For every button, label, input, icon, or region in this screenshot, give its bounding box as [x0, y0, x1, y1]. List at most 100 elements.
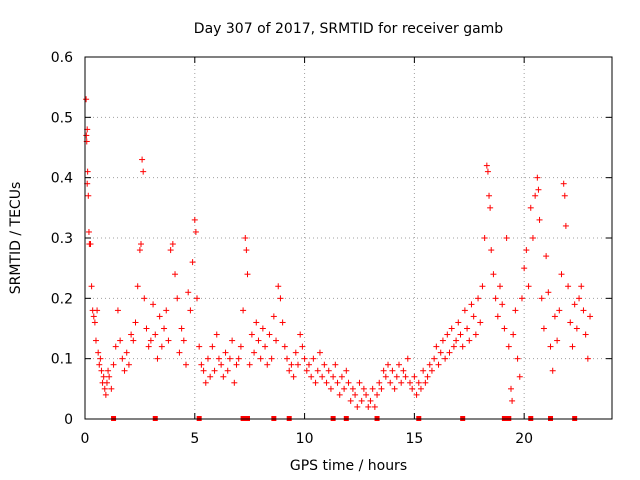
- data-point: [128, 331, 135, 338]
- data-point: [257, 355, 264, 362]
- data-point: [277, 295, 284, 302]
- data-point: [554, 337, 561, 344]
- data-point: [334, 379, 341, 386]
- data-point: [98, 367, 105, 374]
- grid: [85, 57, 612, 419]
- data-point: [413, 391, 420, 398]
- data-point: [411, 373, 418, 380]
- y-tick-label: 0.2: [51, 291, 73, 307]
- data-point: [501, 325, 508, 332]
- data-point: [145, 343, 152, 350]
- data-point: [110, 361, 117, 368]
- data-point: [310, 355, 317, 362]
- data-point: [209, 343, 216, 350]
- data-point: [521, 265, 528, 272]
- data-point: [562, 222, 569, 229]
- data-point: [569, 343, 576, 350]
- data-point: [387, 379, 394, 386]
- data-point: [123, 349, 130, 356]
- data-point: [380, 367, 387, 374]
- data-point: [222, 349, 229, 356]
- data-points: [83, 96, 594, 421]
- data-point: [389, 367, 396, 374]
- data-point: [406, 379, 413, 386]
- data-point: [560, 180, 567, 187]
- data-point: [91, 319, 98, 326]
- data-point: [409, 385, 416, 392]
- data-point: [507, 385, 514, 392]
- data-point: [150, 301, 157, 308]
- data-point: [481, 235, 488, 241]
- data-point: [152, 331, 159, 338]
- y-tick-label: 0: [64, 412, 73, 428]
- data-point: [424, 373, 431, 380]
- data-point: [183, 361, 190, 368]
- data-point: [264, 361, 271, 368]
- data-point: [487, 204, 494, 211]
- data-point: [251, 349, 258, 356]
- data-point: [312, 379, 319, 386]
- data-point: [547, 343, 554, 350]
- data-point: [567, 319, 574, 326]
- data-point: [527, 204, 534, 211]
- data-point: [279, 319, 286, 326]
- data-point: [95, 349, 102, 356]
- data-point: [193, 295, 200, 302]
- data-point: [308, 373, 315, 380]
- data-point: [477, 319, 484, 326]
- data-point: [85, 228, 92, 235]
- data-point: [323, 379, 330, 386]
- data-point: [457, 331, 464, 338]
- data-point: [174, 295, 181, 302]
- data-point: [374, 391, 381, 398]
- data-point: [499, 301, 506, 308]
- y-axis-label: SRMTID / TECUs: [8, 182, 24, 295]
- y-tick-label: 0.4: [51, 171, 73, 187]
- data-point: [523, 247, 530, 254]
- axis-ticks: 0 0.1 0.2 0.3 0.4 0.5 0.6 0 5 10 15 20: [51, 50, 612, 447]
- data-point: [470, 313, 477, 320]
- data-point: [464, 325, 471, 332]
- data-point: [200, 367, 207, 374]
- data-point: [490, 271, 497, 278]
- data-point: [97, 355, 104, 362]
- data-point: [378, 385, 385, 392]
- data-point: [573, 325, 580, 332]
- data-point: [114, 307, 121, 314]
- data-point: [536, 216, 543, 223]
- data-point: [83, 132, 90, 139]
- data-point: [330, 373, 337, 380]
- data-point: [94, 307, 101, 314]
- data-point: [565, 283, 572, 290]
- data-point: [253, 319, 260, 326]
- data-point: [431, 355, 438, 362]
- data-point: [288, 361, 295, 368]
- data-point: [235, 355, 242, 362]
- data-point: [154, 355, 161, 362]
- data-point: [191, 216, 198, 223]
- data-point: [580, 307, 587, 314]
- data-point: [134, 283, 141, 290]
- data-point: [294, 361, 301, 368]
- data-point: [347, 397, 354, 404]
- data-point: [417, 385, 424, 392]
- data-point: [486, 192, 493, 199]
- data-point: [576, 295, 583, 302]
- data-point: [516, 373, 523, 380]
- data-point: [284, 355, 291, 362]
- data-point: [286, 367, 293, 374]
- data-point: [176, 349, 183, 356]
- data-point: [90, 313, 97, 320]
- data-point: [545, 289, 552, 296]
- data-point: [402, 373, 409, 380]
- data-point: [503, 235, 510, 241]
- data-point: [202, 379, 209, 386]
- data-point: [461, 307, 468, 314]
- data-point: [549, 367, 556, 374]
- data-point: [125, 361, 132, 368]
- data-point: [314, 367, 321, 374]
- data-point: [382, 373, 389, 380]
- data-point: [101, 385, 108, 392]
- data-point: [558, 271, 565, 278]
